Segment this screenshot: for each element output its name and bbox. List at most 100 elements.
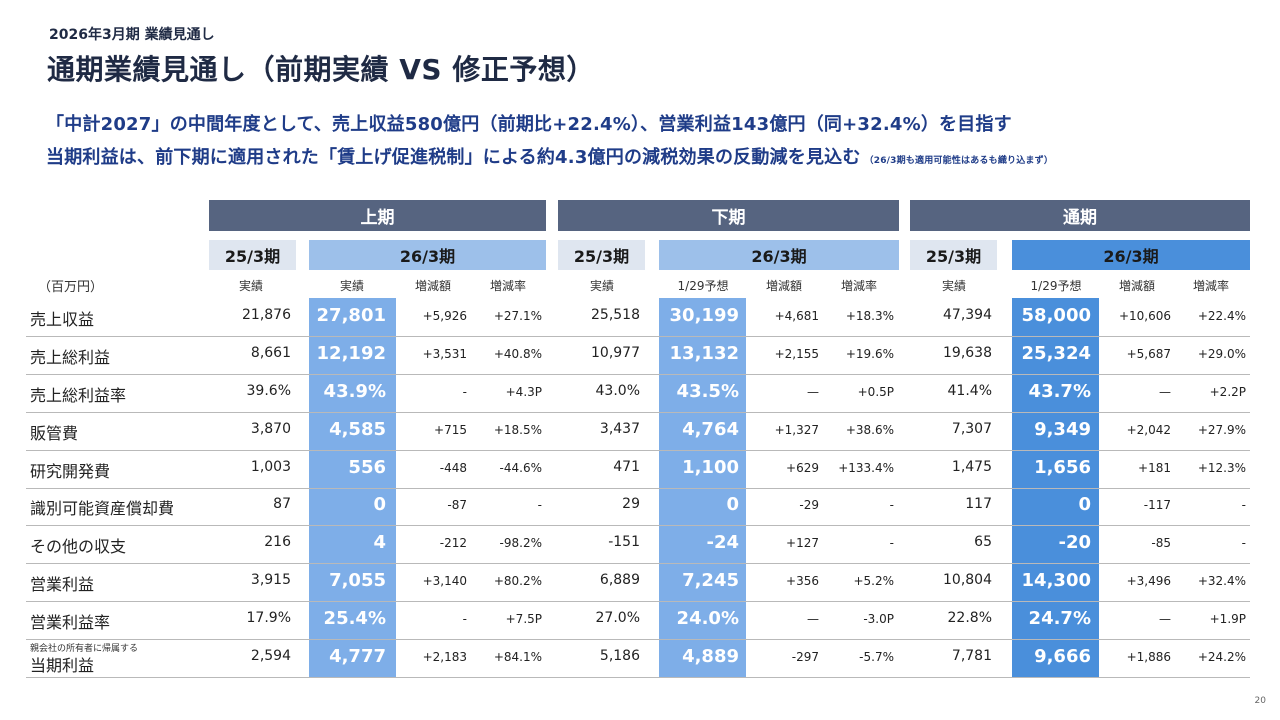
- subheader-fy-0: 実績: [941, 278, 966, 293]
- cell-h1-3: +18.5%: [493, 422, 542, 437]
- cell-h2-2: -29: [799, 498, 819, 513]
- cell-h1-2: -: [462, 612, 467, 627]
- cell-h1-2: +3,140: [422, 574, 467, 589]
- group-header-h2: 下期: [558, 200, 899, 231]
- cell-h2-2: +629: [786, 460, 819, 475]
- cell-fy-2: -85: [1151, 536, 1171, 551]
- cell-h2-1: 43.5%: [676, 380, 739, 402]
- unit-label: （百万円）: [38, 280, 104, 295]
- cell-h1-2: +5,926: [422, 308, 467, 323]
- cell-h2-3: +5.2%: [853, 574, 894, 589]
- cell-h2-2: —: [807, 384, 819, 399]
- cell-fy-3: -: [1241, 536, 1246, 551]
- cell-fy-1: 0: [1078, 494, 1091, 516]
- cell-h2-3: +18.3%: [845, 308, 894, 323]
- cell-fy-3: +27.9%: [1197, 422, 1246, 437]
- cell-h1-0: 1,003: [250, 458, 291, 475]
- subheader-h2-0: 実績: [589, 278, 614, 293]
- cell-h1-0: 216: [264, 534, 291, 551]
- cell-h1-2: -212: [439, 536, 467, 551]
- cell-fy-0: 19,638: [943, 344, 992, 361]
- cell-h1-1: 25.4%: [323, 608, 386, 630]
- cell-h1-3: +80.2%: [493, 574, 542, 589]
- cell-h1-1: 43.9%: [323, 380, 386, 402]
- row-label: 売上総利益率: [30, 385, 127, 405]
- subheader-h1-0: 実績: [238, 278, 263, 293]
- cell-fy-2: -117: [1143, 498, 1171, 513]
- row-label: 売上収益: [30, 309, 95, 329]
- cell-h2-0: 29: [622, 496, 640, 513]
- row-label: 当期利益: [30, 656, 95, 676]
- cell-fy-3: +29.0%: [1197, 346, 1246, 361]
- subheader-h2-3: 増減率: [840, 278, 877, 293]
- cell-h2-3: +0.5P: [857, 384, 894, 399]
- cell-fy-3: +12.3%: [1197, 460, 1246, 475]
- cell-h2-1: 0: [726, 494, 739, 516]
- year-header-fy-cur: 26/3期: [1012, 240, 1250, 270]
- cell-h2-3: +133.4%: [838, 460, 894, 475]
- cell-fy-0: 117: [965, 496, 992, 513]
- year-header-h2-cur: 26/3期: [659, 240, 899, 270]
- page-number: 20: [1254, 696, 1266, 706]
- cell-h1-1: 4,585: [329, 418, 386, 440]
- headline-note: （26/3期も適用可能性はあるも織り込まず）: [864, 156, 1054, 166]
- cell-h2-2: +4,681: [774, 308, 819, 323]
- cell-h1-1: 27,801: [316, 304, 386, 326]
- cell-h1-0: 17.9%: [246, 610, 291, 627]
- cell-h2-2: —: [807, 612, 819, 627]
- cell-h2-3: -: [889, 536, 894, 551]
- row-divider: [26, 677, 1250, 678]
- cell-h1-1: 4: [373, 532, 386, 554]
- cell-h2-0: 43.0%: [595, 382, 640, 399]
- cell-fy-1: 58,000: [1021, 304, 1091, 326]
- cell-h2-3: -5.7%: [859, 650, 894, 665]
- cell-fy-0: 10,804: [943, 572, 992, 589]
- cell-h1-2: -448: [439, 460, 467, 475]
- row-label: 営業利益: [30, 575, 95, 595]
- cell-h1-0: 2,594: [250, 648, 291, 665]
- cell-fy-2: +10,606: [1118, 308, 1171, 323]
- cell-h2-1: 13,132: [669, 342, 739, 364]
- cell-fy-1: 24.7%: [1028, 608, 1091, 630]
- cell-h1-0: 39.6%: [246, 382, 291, 399]
- cell-h2-0: 10,977: [591, 344, 640, 361]
- cell-h1-1: 12,192: [316, 342, 386, 364]
- cell-h1-3: +7.5P: [505, 612, 542, 627]
- row-divider: [26, 525, 1250, 527]
- cell-h2-0: 3,437: [599, 420, 640, 437]
- cell-h1-1: 0: [373, 494, 386, 516]
- cell-fy-3: +2.2P: [1209, 384, 1246, 399]
- cell-fy-1: 25,324: [1021, 342, 1091, 364]
- row-divider: [26, 487, 1250, 489]
- row-label: その他の収支: [30, 537, 127, 557]
- cell-h2-1: 4,764: [682, 418, 739, 440]
- cell-h2-3: -3.0P: [863, 612, 894, 627]
- cell-h2-1: 30,199: [669, 304, 739, 326]
- cell-h1-1: 4,777: [329, 646, 386, 668]
- cell-h2-2: +1,327: [774, 422, 819, 437]
- headline-line-2-text: 当期利益は、前下期に適用された「賃上げ促進税制」による約4.3億円の減税効果の反…: [46, 147, 861, 168]
- cell-h1-2: -87: [447, 498, 467, 513]
- cell-h2-1: 7,245: [682, 570, 739, 592]
- cell-h1-1: 556: [348, 456, 386, 478]
- row-label: 研究開発費: [30, 461, 111, 481]
- cell-fy-3: -: [1241, 498, 1246, 513]
- cell-fy-3: +22.4%: [1197, 308, 1246, 323]
- row-label-prefix: 親会社の所有者に帰属する: [30, 644, 139, 655]
- subheader-h1-3: 増減率: [489, 278, 526, 293]
- row-divider: [26, 449, 1250, 451]
- row-label: 売上総利益: [30, 347, 111, 367]
- cell-h2-2: +2,155: [774, 346, 819, 361]
- subheader-h2-1: 1/29予想: [677, 278, 729, 293]
- row-divider: [26, 563, 1250, 565]
- year-header-h1-prev: 25/3期: [209, 240, 296, 270]
- cell-fy-0: 41.4%: [947, 382, 992, 399]
- page-subtitle: 2026年3月期 業績見通し: [49, 27, 215, 43]
- cell-h1-2: +3,531: [422, 346, 467, 361]
- cell-h2-0: 27.0%: [595, 610, 640, 627]
- cell-h2-3: +38.6%: [845, 422, 894, 437]
- subheader-fy-3: 増減率: [1192, 278, 1229, 293]
- cell-h1-3: +40.8%: [493, 346, 542, 361]
- cell-h1-3: -44.6%: [499, 460, 542, 475]
- subheader-h1-1: 実績: [339, 278, 364, 293]
